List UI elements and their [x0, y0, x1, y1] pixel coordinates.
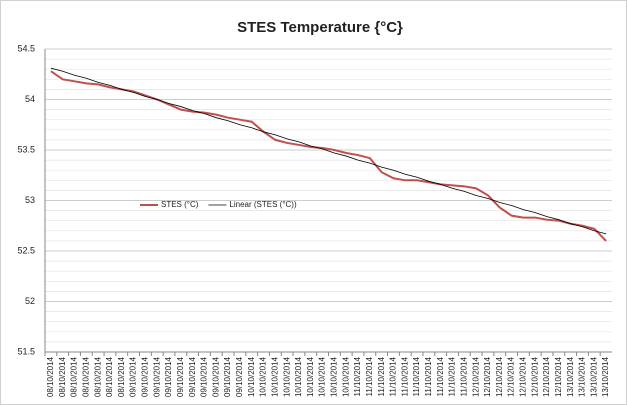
x-tick-label: 08/10/2014 — [70, 356, 79, 397]
y-tick-label: 53 — [25, 195, 35, 205]
x-tick-label: 10/10/2014 — [259, 356, 268, 397]
y-tick-label: 54 — [25, 94, 35, 104]
x-tick-label: 12/10/2014 — [483, 356, 492, 397]
x-tick-label: 09/10/2014 — [129, 356, 138, 397]
x-tick-label: 08/10/2014 — [93, 356, 102, 397]
y-tick-label: 52 — [25, 296, 35, 306]
x-tick-label: 11/10/2014 — [412, 356, 421, 396]
x-tick-label: 12/10/2014 — [530, 356, 539, 397]
x-tick-label: 10/10/2014 — [306, 356, 315, 397]
x-tick-label: 11/10/2014 — [365, 356, 374, 396]
x-tick-label: 12/10/2014 — [471, 356, 480, 397]
x-tick-label: 12/10/2014 — [495, 356, 504, 397]
x-tick-label: 08/10/2014 — [81, 356, 90, 397]
x-tick-label: 11/10/2014 — [448, 356, 457, 396]
y-tick-label: 54.5 — [17, 43, 35, 53]
x-tick-label: 12/10/2014 — [507, 356, 516, 397]
x-tick-label: 10/10/2014 — [330, 356, 339, 397]
x-tick-label: 11/10/2014 — [436, 356, 445, 396]
x-tick-label: 11/10/2014 — [400, 356, 409, 396]
x-tick-label: 13/10/2014 — [566, 356, 575, 397]
chart-title: STES Temperature {°C} — [237, 19, 403, 36]
x-tick-label: 10/10/2014 — [294, 356, 303, 397]
x-tick-label: 08/10/2014 — [46, 356, 55, 397]
x-tick-label: 11/10/2014 — [424, 356, 433, 396]
x-tick-label: 09/10/2014 — [200, 356, 209, 397]
x-tick-label: 10/10/2014 — [270, 356, 279, 397]
legend-label: STES (°C) — [161, 200, 199, 209]
x-tick-label: 11/10/2014 — [389, 356, 398, 396]
x-tick-label: 13/10/2014 — [578, 356, 587, 397]
x-tick-label: 10/10/2014 — [247, 356, 256, 397]
x-tick-label: 08/10/2014 — [117, 356, 126, 397]
x-tick-label: 09/10/2014 — [235, 356, 244, 397]
x-tick-label: 08/10/2014 — [105, 356, 114, 397]
x-tick-label: 09/10/2014 — [152, 356, 161, 397]
x-tick-label: 10/10/2014 — [341, 356, 350, 397]
x-tick-label: 09/10/2014 — [211, 356, 220, 397]
x-tick-label: 11/10/2014 — [459, 356, 468, 396]
x-tick-label: 13/10/2014 — [601, 356, 610, 397]
y-tick-label: 51.5 — [17, 346, 35, 356]
x-tick-label: 09/10/2014 — [223, 356, 232, 397]
x-tick-label: 09/10/2014 — [188, 356, 197, 397]
y-tick-label: 53.5 — [17, 144, 35, 154]
x-tick-label: 12/10/2014 — [519, 356, 528, 397]
x-tick-label: 11/10/2014 — [377, 356, 386, 396]
x-tick-label: 09/10/2014 — [176, 356, 185, 397]
x-tick-label: 10/10/2014 — [282, 356, 291, 397]
x-tick-label: 09/10/2014 — [164, 356, 173, 397]
series-line — [50, 67, 607, 235]
series-line — [50, 70, 607, 242]
x-tick-label: 10/10/2014 — [318, 356, 327, 397]
y-tick-label: 52.5 — [17, 245, 35, 255]
x-tick-label: 09/10/2014 — [141, 356, 150, 397]
x-tick-label: 12/10/2014 — [542, 356, 551, 397]
x-tick-label: 12/10/2014 — [554, 356, 563, 397]
legend-label: Linear (STES (°C)) — [229, 200, 297, 209]
x-tick-label: 13/10/2014 — [589, 356, 598, 397]
x-tick-label: 08/10/2014 — [58, 356, 67, 397]
x-tick-label: 11/10/2014 — [353, 356, 362, 396]
